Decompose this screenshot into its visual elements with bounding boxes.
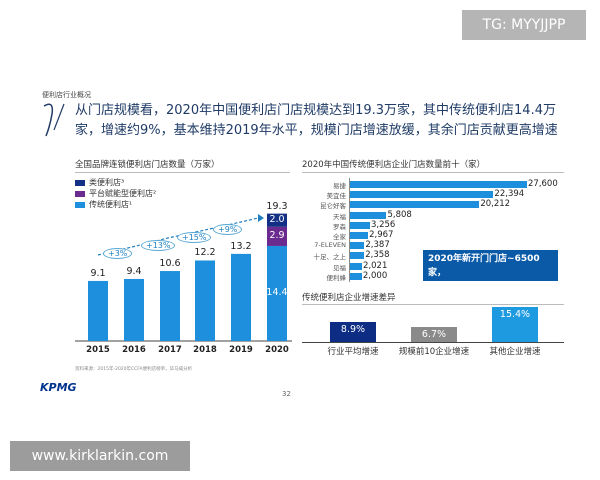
bar-十足、之上: [349, 252, 365, 260]
growth-badge: +9%: [213, 224, 243, 235]
headline: 从门店规模看，2020年中国便利店门店规模达到19.3万家，其中传统便利店14.…: [75, 103, 558, 138]
chart3-baseline: [302, 342, 564, 343]
segment-label-2020-1: 2.9: [269, 230, 285, 242]
bar-2020-s2: [267, 213, 287, 227]
divider: [302, 172, 564, 173]
year-label-2017: 2017: [158, 345, 182, 355]
value-label: 20,212: [480, 199, 511, 210]
growth-bar-0: [330, 321, 376, 342]
bar-2018-s0: [195, 260, 215, 341]
company-label: 易捷: [333, 182, 346, 190]
growth-value: 15.4%: [499, 309, 531, 321]
bar-2020-s1: [267, 226, 287, 246]
value-label: 22,394: [494, 189, 525, 200]
company-label: 便利蜂: [326, 273, 347, 282]
section-label: 便利店行业概况: [42, 91, 91, 99]
total-label-2015: 9.1: [90, 267, 106, 279]
chart2-title: 2020年中国传统便利店企业门店数量前十（家）: [302, 160, 486, 170]
growth-bar-2: [492, 307, 538, 342]
watermark-bottom: www.kirklarkin.com: [10, 441, 190, 471]
arrow-head-icon: [258, 214, 264, 222]
growth-value: 8.9%: [340, 323, 366, 335]
company-label: 全家: [333, 233, 346, 241]
bar-2015-s0: [88, 280, 108, 341]
value-label: 27,600: [528, 179, 558, 189]
growth-bar-1: [411, 326, 457, 342]
legend-traditional: 传统便利店¹: [75, 199, 156, 210]
value-label: 5,808: [387, 209, 412, 220]
value-label: 2,358: [365, 250, 390, 261]
company-label: 昆仑好客: [320, 202, 346, 211]
legend-platform: 平台赋能型便利店²: [75, 188, 156, 199]
growth-category: 其他企业增速: [489, 347, 541, 357]
bar-2017-s0: [160, 271, 180, 341]
bar-7-ELEVEN: [349, 242, 365, 250]
chart1-legend: 类便利店³ 平台赋能型便利店² 传统便利店¹: [75, 177, 156, 210]
chart1-title: 全国品牌连锁便利店门店数量（万家）: [75, 160, 220, 170]
company-label: 天福: [333, 212, 346, 221]
source-note: 资料来源：2015年-2020年CCFA便利店榜单，毕马威分析: [75, 367, 193, 372]
bar-2019-s0: [231, 253, 251, 341]
total-label-2016: 9.4: [126, 265, 142, 277]
company-label: 7-ELEVEN: [314, 241, 346, 250]
growth-value: 6.7%: [421, 328, 447, 340]
year-label-2020: 2020: [265, 345, 289, 355]
bar-天福: [349, 211, 387, 219]
segment-label-2020-0: 14.4: [266, 287, 288, 299]
bar-美宜佳: [349, 191, 494, 199]
y-axis: [349, 178, 350, 282]
new-stores-callout: 2020年新开门门店~6500家， 占总新开门店~45%: [423, 250, 558, 292]
chart3-title: 传统便利店企业增速差异: [302, 293, 396, 303]
legend-quasi: 类便利店³: [75, 177, 156, 188]
slash-logo-icon: [43, 103, 65, 137]
total-label-2017: 10.6: [159, 258, 181, 270]
bar-便利蜂: [349, 272, 362, 280]
value-label: 2,967: [369, 230, 394, 240]
company-label: 见福: [333, 263, 346, 272]
watermark-top: TG: MYYJJPP: [462, 10, 586, 40]
bar-昆仑好客: [349, 201, 480, 209]
bar-罗森: [349, 221, 370, 229]
page-number: 32: [282, 390, 291, 398]
growth-badge: +15%: [177, 232, 212, 243]
growth-badge: +13%: [141, 240, 176, 251]
bar-2016-s0: [124, 278, 144, 341]
value-label: 3,256: [370, 219, 396, 230]
total-label-2018: 12.2: [194, 247, 216, 259]
divider: [302, 304, 564, 305]
company-label: 十足、之上: [313, 253, 347, 262]
growth-category: 行业平均增速: [327, 347, 379, 357]
divider: [75, 172, 290, 173]
segment-label-2020-2: 2.0: [269, 214, 285, 226]
bar-2020-s0: [267, 245, 287, 341]
company-label: 美宜佳: [326, 192, 347, 201]
bar-易捷: [349, 181, 527, 188]
kpmg-logo: KPMG: [40, 381, 77, 394]
total-label-2020: 19.3: [266, 200, 288, 212]
bar-见福: [349, 262, 363, 270]
value-label: 2,000: [362, 270, 388, 281]
year-label-2019: 2019: [229, 345, 253, 355]
year-label-2016: 2016: [122, 345, 146, 355]
growth-badge: +3%: [103, 248, 133, 259]
value-label: 2,387: [365, 240, 390, 251]
company-label: 罗森: [333, 222, 346, 231]
bar-全家: [349, 232, 369, 239]
total-label-2019: 13.2: [230, 240, 252, 252]
value-label: 2,021: [363, 260, 388, 271]
growth-category: 规模前10企业增速: [398, 347, 470, 357]
year-label-2018: 2018: [193, 345, 217, 355]
year-label-2015: 2015: [86, 345, 110, 355]
